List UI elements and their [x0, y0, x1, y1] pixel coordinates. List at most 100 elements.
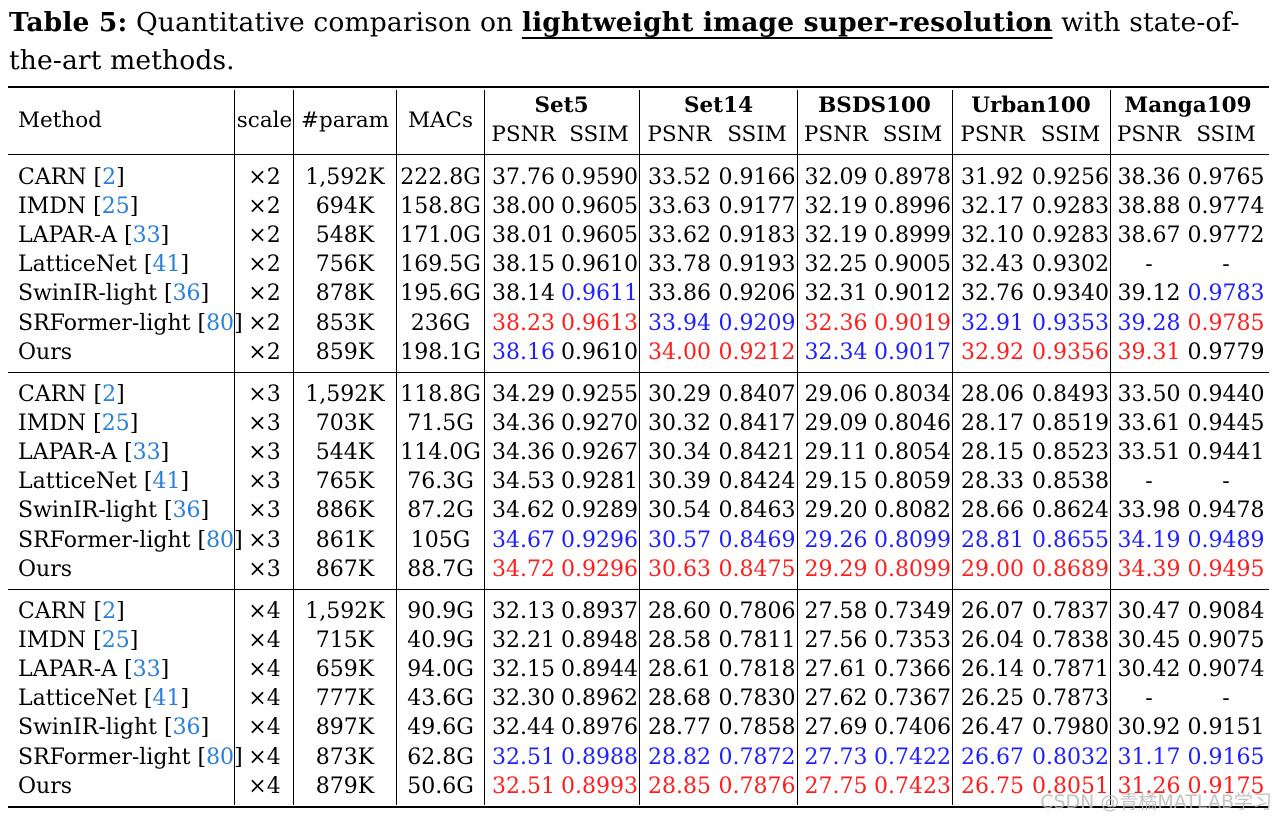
ssim-value: 0.8993 — [561, 773, 638, 799]
param-value: 879K — [315, 773, 375, 799]
citation-link[interactable]: 33 — [132, 440, 161, 466]
psnr-value: 32.92 — [961, 339, 1024, 365]
ssim-value: 0.7980 — [1032, 715, 1109, 741]
citation-bracket: ] — [160, 223, 170, 249]
citation-link[interactable]: 41 — [152, 252, 181, 278]
ssim-value: 0.9495 — [1187, 556, 1265, 582]
psnr-value: 29.29 — [804, 556, 868, 582]
citation-link[interactable]: 80 — [206, 527, 235, 553]
psnr-value: 34.53 — [492, 469, 555, 495]
citation-link[interactable]: 80 — [206, 744, 235, 770]
ssim-value: 0.9012 — [874, 281, 951, 307]
psnr-value: 33.61 — [1117, 411, 1181, 437]
ssim-value: 0.8054 — [874, 440, 951, 466]
method-name: LAPAR-A [33] — [13, 655, 239, 684]
citation-link[interactable]: 36 — [172, 281, 201, 307]
ssim-value: 0.8538 — [1032, 469, 1109, 495]
psnr-value: 26.47 — [961, 715, 1024, 741]
psnr-value: 33.52 — [648, 165, 711, 190]
psnr-value: 30.29 — [648, 382, 711, 407]
citation-bracket: ] — [200, 281, 210, 307]
psnr-value: 27.73 — [804, 744, 868, 770]
ssim-value: 0.9774 — [1187, 194, 1265, 220]
caption-text-before: Quantitative comparison on — [136, 7, 514, 38]
psnr-value: 28.66 — [961, 498, 1024, 524]
ssim-value: 0.8424 — [718, 469, 796, 495]
psnr-value: 38.00 — [492, 194, 555, 220]
psnr-value: 33.78 — [648, 252, 711, 278]
psnr-value: 28.33 — [961, 469, 1024, 495]
psnr-value: 29.06 — [804, 382, 868, 407]
ssim-value: 0.7349 — [874, 599, 951, 624]
psnr-value: 31.92 — [961, 165, 1024, 190]
ssim-value: - — [1222, 469, 1230, 495]
psnr-value: - — [1145, 252, 1153, 278]
psnr-value: 30.92 — [1117, 715, 1181, 741]
ssim-value: 0.8976 — [561, 715, 638, 741]
psnr-value: 34.36 — [492, 411, 555, 437]
param-value: 861K — [315, 527, 375, 553]
psnr-value: 32.19 — [804, 194, 868, 220]
citation-link[interactable]: 33 — [132, 223, 161, 249]
citation-bracket: [ — [124, 223, 133, 249]
ssim-value: 0.9478 — [1187, 498, 1265, 524]
citation-link[interactable]: 36 — [172, 715, 201, 741]
scale-value: ×4 — [248, 686, 281, 712]
ssim-value: 0.9166 — [718, 165, 796, 190]
citation-link[interactable]: 25 — [101, 628, 130, 654]
psnr-value: 34.29 — [492, 382, 555, 407]
ssim-value: 0.8999 — [874, 223, 951, 249]
psnr-value: 34.67 — [492, 527, 555, 553]
scale-value: ×2 — [248, 194, 281, 220]
ssim-value: 0.9165 — [1187, 744, 1265, 770]
citation-link[interactable]: 25 — [101, 411, 130, 437]
macs-value: 49.6G — [407, 715, 474, 741]
psnr-value: 34.72 — [492, 556, 555, 582]
citation-bracket: ] — [116, 599, 125, 624]
psnr-value: 33.98 — [1117, 498, 1181, 524]
citation-link[interactable]: 2 — [102, 165, 117, 190]
citation-bracket: [ — [143, 686, 153, 712]
citation-link[interactable]: 41 — [152, 686, 181, 712]
header-method: Method — [18, 108, 102, 133]
ssim-value: 0.8523 — [1032, 440, 1109, 466]
method-label: IMDN — [18, 628, 87, 654]
ssim-value: 0.7830 — [718, 686, 796, 712]
ssim-value: 0.8655 — [1032, 527, 1109, 553]
ssim-value: 0.9445 — [1187, 411, 1265, 437]
citation-bracket: ] — [200, 498, 210, 524]
ssim-value: 0.7876 — [718, 773, 796, 799]
citation-bracket: [ — [93, 382, 103, 407]
macs-value: 158.8G — [400, 194, 481, 220]
param-value: 756K — [315, 252, 375, 278]
citation-link[interactable]: 80 — [206, 310, 235, 336]
ssim-value: 0.8082 — [874, 498, 951, 524]
ssim-value: 0.9613 — [561, 310, 638, 336]
citation-link[interactable]: 36 — [172, 498, 201, 524]
ssim-value: 0.9489 — [1187, 527, 1265, 553]
scale-value: ×2 — [248, 281, 281, 307]
citation-link[interactable]: 33 — [132, 657, 161, 683]
citation-bracket: ] — [180, 686, 190, 712]
citation-link[interactable]: 41 — [152, 469, 181, 495]
psnr-value: 27.62 — [804, 686, 868, 712]
ssim-value: 0.9610 — [561, 339, 638, 365]
ssim-value: 0.9075 — [1187, 628, 1265, 654]
group-rule — [8, 589, 1269, 590]
citation-link[interactable]: 2 — [102, 382, 117, 407]
psnr-value: 32.10 — [961, 223, 1024, 249]
citation-link[interactable]: 25 — [101, 194, 130, 220]
method-name: CARN [2] — [13, 597, 239, 626]
psnr-value: 38.88 — [1117, 194, 1181, 220]
ssim-value: 0.9017 — [874, 339, 951, 365]
ssim-value: 0.9256 — [1032, 165, 1109, 190]
macs-value: 195.6G — [400, 281, 481, 307]
psnr-value: 32.21 — [492, 628, 555, 654]
header-psnr: PSNR — [960, 122, 1025, 147]
ssim-value: 0.9074 — [1187, 657, 1265, 683]
citation-bracket: [ — [93, 165, 103, 190]
macs-value: 90.9G — [407, 599, 474, 624]
citation-link[interactable]: 2 — [102, 599, 117, 624]
scale-value: ×4 — [248, 628, 281, 654]
macs-value: 94.0G — [407, 657, 474, 683]
